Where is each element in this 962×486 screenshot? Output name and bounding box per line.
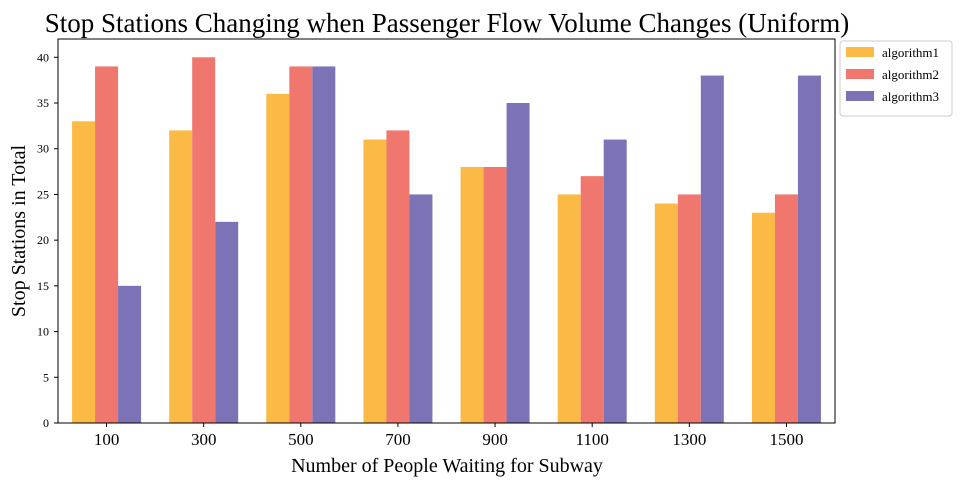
bar-algorithm2-100 (95, 66, 119, 423)
y-tick-label: 0 (43, 416, 49, 430)
legend-label-algorithm3: algorithm3 (882, 89, 939, 104)
legend-swatch-algorithm3 (846, 91, 874, 101)
x-tick-label: 700 (385, 430, 411, 449)
y-tick-label: 30 (37, 142, 49, 156)
bar-algorithm2-300 (192, 57, 216, 424)
bar-algorithm1-1100 (557, 194, 581, 423)
x-axis-label: Number of People Waiting for Subway (291, 455, 603, 477)
legend-swatch-algorithm2 (846, 69, 874, 79)
y-tick-label: 35 (37, 96, 49, 110)
y-tick-label: 20 (37, 233, 49, 247)
x-tick-label: 900 (482, 430, 508, 449)
y-tick-label: 5 (43, 370, 49, 384)
legend-label-algorithm2: algorithm2 (882, 67, 939, 82)
y-tick-label: 10 (37, 325, 49, 339)
bar-algorithm2-500 (289, 66, 313, 423)
y-axis: 0 5 10 15 20 25 30 35 40 (37, 50, 58, 430)
legend: algorithm1 algorithm2 algorithm3 (839, 40, 953, 117)
x-tick-label: 300 (191, 430, 217, 449)
y-tick-label: 25 (37, 187, 49, 201)
bar-algorithm1-300 (169, 130, 193, 423)
bar-algorithm1-700 (363, 139, 387, 424)
bar-algorithm2-1500 (774, 194, 798, 423)
bar-algorithm3-900 (506, 103, 530, 423)
bar-algorithm2-700 (386, 130, 410, 423)
legend-label-algorithm1: algorithm1 (882, 45, 939, 60)
bar-algorithm3-300 (215, 221, 239, 423)
plot-frame (57, 38, 836, 424)
y-tick-label: 15 (37, 279, 49, 293)
bar-algorithm3-100 (118, 285, 142, 423)
x-tick-label: 1100 (576, 430, 609, 449)
bar-algorithm3-1300 (700, 75, 724, 424)
bar-algorithm3-700 (409, 194, 433, 423)
legend-swatch-algorithm1 (846, 47, 874, 57)
chart-title: Stop Stations Changing when Passenger Fl… (45, 8, 849, 38)
bar-algorithm1-500 (266, 93, 290, 423)
plot-area (72, 57, 821, 424)
bar-algorithm2-1100 (580, 176, 604, 423)
x-tick-label: 1500 (769, 430, 803, 449)
bar-algorithm2-900 (483, 167, 507, 423)
y-tick-label: 40 (37, 50, 49, 64)
bar-algorithm3-1100 (603, 139, 627, 424)
bar-algorithm3-1500 (797, 75, 821, 424)
y-axis-label: Stop Stations in Total (8, 144, 30, 317)
x-tick-label: 1300 (672, 430, 706, 449)
bar-algorithm1-1300 (654, 203, 678, 423)
x-axis: 100 300 500 700 900 1100 1300 1500 (94, 423, 803, 449)
bar-algorithm1-100 (72, 121, 96, 424)
bar-algorithm3-500 (312, 66, 336, 423)
x-tick-label: 100 (94, 430, 120, 449)
bar-algorithm1-1500 (751, 212, 775, 423)
bar-algorithm2-1300 (677, 194, 701, 423)
bar-algorithm1-900 (460, 167, 484, 423)
x-tick-label: 500 (288, 430, 314, 449)
